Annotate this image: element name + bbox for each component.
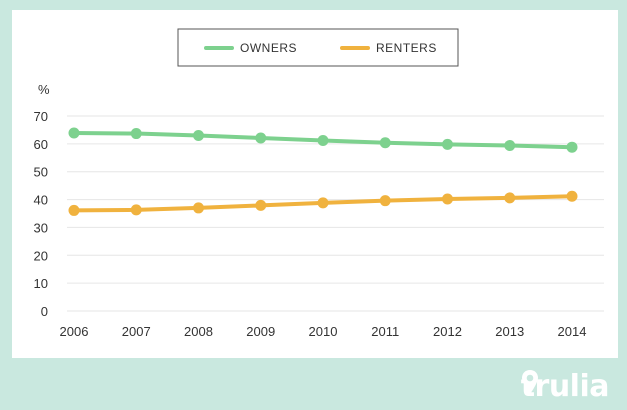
legend-label-owners: OWNERS <box>240 41 297 55</box>
y-axis-label: % <box>38 82 50 97</box>
data-point-owners <box>504 140 516 152</box>
data-point-owners <box>442 138 453 150</box>
line-chart: 0 10 20 30 40 50 60 70% 2006 2007 2008 2009 2010 2011… <box>34 28 604 339</box>
y-tick-label: 60 <box>34 137 48 152</box>
data-point-owners <box>68 127 80 139</box>
y-tick-label: 10 <box>34 276 48 291</box>
x-tick-label: 2013 <box>495 324 524 339</box>
chart-panel: 0 10 20 30 40 50 60 70% 2006 2007 2008 2009 2010 2011… <box>12 10 618 358</box>
x-tick-label: 2012 <box>433 324 462 339</box>
x-tick-label: 2010 <box>309 324 338 339</box>
trulia-logo: trulia <box>521 369 610 404</box>
x-tick-label: 2006 <box>60 324 89 339</box>
data-point-owners <box>255 132 267 144</box>
data-point-owners <box>193 130 204 141</box>
data-point-owners <box>130 128 142 140</box>
data-point-renters <box>566 190 578 202</box>
data-point-renters <box>193 202 204 214</box>
data-point-renters <box>130 204 142 216</box>
x-tick-label: 2007 <box>122 324 151 339</box>
y-tick-label: 40 <box>34 193 48 208</box>
data-point-renters <box>504 192 516 204</box>
data-point-owners <box>317 135 329 147</box>
y-tick-label: 70 <box>34 109 48 124</box>
legend-label-renters: RENTERS <box>376 41 437 55</box>
y-tick-label: 0 <box>41 304 48 319</box>
data-point-renters <box>317 197 329 209</box>
y-tick-label: 50 <box>34 165 48 180</box>
legend-box <box>177 28 459 67</box>
map-pin-icon <box>521 370 538 394</box>
data-point-renters <box>442 193 453 205</box>
x-tick-label: 2009 <box>246 324 275 339</box>
data-point-renters <box>379 195 391 207</box>
data-point-renters <box>255 199 267 211</box>
data-point-owners <box>379 137 391 149</box>
x-tick-label: 2014 <box>558 324 587 339</box>
y-tick-label: 30 <box>34 220 48 235</box>
data-point-renters <box>68 204 80 216</box>
y-tick-label: 20 <box>34 248 48 263</box>
x-tick-label: 2008 <box>184 324 213 339</box>
data-point-owners <box>566 141 578 153</box>
x-tick-label: 2011 <box>371 324 399 339</box>
